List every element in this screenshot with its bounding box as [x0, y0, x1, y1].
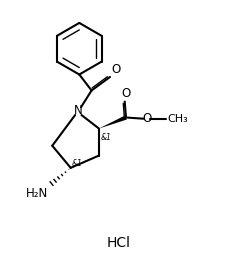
- Text: H₂N: H₂N: [26, 187, 49, 200]
- Text: &1: &1: [100, 133, 111, 142]
- Text: O: O: [142, 112, 151, 125]
- Text: O: O: [121, 87, 131, 100]
- Text: &1: &1: [72, 159, 83, 168]
- Text: O: O: [111, 63, 121, 76]
- Text: CH₃: CH₃: [168, 114, 188, 124]
- Text: N: N: [74, 104, 82, 117]
- Text: HCl: HCl: [107, 236, 131, 250]
- Polygon shape: [99, 116, 127, 129]
